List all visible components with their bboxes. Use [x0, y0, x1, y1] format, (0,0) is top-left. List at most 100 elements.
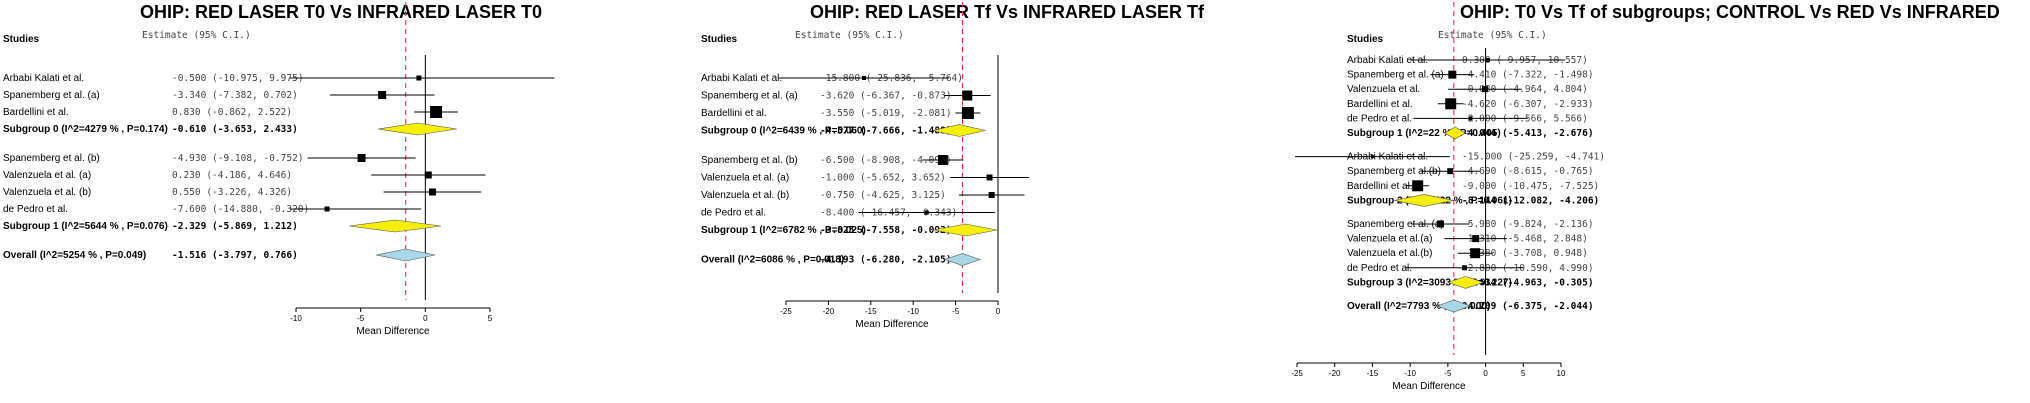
subgroup-label: Subgroup 0 (I^2=4279 % , P=0.174) [3, 124, 168, 135]
estimate-ci-text: 0.550 (-3.226, 4.326) [172, 187, 292, 198]
study-estimate-marker [862, 76, 867, 80]
study-estimate-marker [986, 174, 993, 181]
study-label: Arbabi Kalati et al. [1347, 55, 1428, 66]
estimate-ci-text: -9.000 (-10.475, -7.525) [1462, 181, 1599, 192]
study-label: Valenzuela et al. [1347, 84, 1420, 95]
subgroup-label: Subgroup 1 (I^2=5644 % , P=0.076) [3, 221, 168, 232]
study-estimate-marker [378, 91, 387, 99]
estimate-ci-text: -8.144 (-12.082, -4.206) [1462, 195, 1599, 206]
estimate-ci-text: -2.634 (-4.963, -0.305) [1462, 277, 1594, 288]
x-tick-label: 0 [1483, 369, 1488, 378]
study-estimate-marker [416, 75, 422, 81]
overall-diamond [376, 248, 436, 262]
x-tick-label: 10 [1557, 369, 1566, 378]
estimate-ci-text: -0.080 (-4.964, 4.804) [1462, 84, 1588, 95]
x-tick-label: -25 [780, 307, 792, 316]
study-label: Arbabi Kalati et al. [3, 73, 84, 84]
forest-plot-svg: Studies Estimate (95% C.I.) Arbabi Kalati … [1291, 2, 1605, 392]
study-estimate-marker [1481, 86, 1488, 93]
subgroup-diamond [1394, 194, 1454, 207]
overall-label: Overall (I^2=5254 % , P=0.049) [3, 250, 146, 261]
x-tick-label: 5 [1521, 369, 1526, 378]
estimate-ci-text: -2.800 (-10.590, 4.990) [1462, 263, 1594, 274]
study-estimate-marker [988, 192, 995, 198]
study-label: Arbabi Kalati et al. [701, 73, 782, 84]
subgroup-diamond [1447, 276, 1485, 289]
column-header-studies: Studies [701, 34, 738, 45]
x-tick-label: -5 [357, 314, 365, 323]
estimate-ci-text: -1.380 (-3.708, 0.948) [1462, 248, 1588, 259]
x-tick-label: -15 [865, 307, 877, 316]
estimate-ci-text: 0.230 (-4.186, 4.646) [172, 170, 292, 181]
study-label: Spanemberg et al. (a) [1347, 219, 1444, 230]
study-estimate-marker [324, 206, 330, 212]
estimate-ci-text: -4.930 (-9.108, -0.752) [172, 153, 304, 164]
study-estimate-marker [430, 106, 443, 118]
forest-panel-red-vs-infrared-t0: OHIP: RED LASER T0 Vs INFRARED LASER T0 … [0, 0, 690, 403]
study-estimate-marker [924, 210, 929, 215]
overall-diamond [1436, 299, 1472, 313]
subgroup-diamond [932, 124, 986, 137]
study-estimate-marker [357, 154, 366, 162]
study-estimate-marker [428, 188, 436, 196]
x-tick-label: 5 [488, 314, 493, 323]
study-label: Bardellini et al. [701, 108, 767, 119]
study-label: de Pedro et al. [1347, 113, 1412, 124]
column-header-estimate: Estimate (95% C.I.) [1438, 30, 1547, 41]
x-tick-label: -15 [1367, 369, 1379, 378]
estimate-ci-text: -1.516 (-3.797, 0.766) [172, 250, 298, 261]
study-label: Spanemberg et al. (b) [3, 153, 100, 164]
study-label: Valenzuela et al. (a) [3, 170, 91, 181]
study-label: Spanemberg et al.(b) [1347, 166, 1441, 177]
study-estimate-marker [1470, 248, 1481, 259]
estimate-ci-text: -0.500 (-10.975, 9.975) [172, 73, 304, 84]
study-estimate-marker [1436, 220, 1444, 228]
estimate-ci-text: -3.825 (-7.558, -0.092) [820, 225, 952, 236]
x-axis-label: Mean Difference [1392, 381, 1466, 392]
estimate-ci-text: 0.830 (-0.862, 2.522) [172, 107, 292, 118]
column-header-estimate: Estimate (95% C.I.) [142, 30, 251, 41]
estimate-ci-text: -5.980 (-9.824, -2.136) [1462, 219, 1594, 230]
estimate-ci-text: -3.620 (-6.367, -0.873) [820, 91, 952, 102]
x-tick-label: 0 [996, 307, 1001, 316]
study-label: Spanemberg et al. (a) [3, 90, 100, 101]
study-estimate-marker [424, 171, 432, 179]
study-label: de Pedro et al. [3, 204, 68, 215]
subgroup-label: Subgroup 1 (I^2=6782 % , P=0.025) [701, 225, 866, 236]
chart-title: OHIP: RED LASER T0 Vs INFRARED LASER T0 [140, 2, 543, 22]
x-axis-label: Mean Difference [356, 326, 430, 337]
x-tick-label: 0 [423, 314, 428, 323]
study-label: Bardellini et al. [1347, 181, 1413, 192]
estimate-ci-text: -4.044 (-5.413, -2.676) [1462, 128, 1594, 139]
study-label: Valenzuela et al.(b) [1347, 248, 1432, 259]
study-label: Valenzuela et al.(a) [1347, 234, 1432, 245]
x-axis-label: Mean Difference [855, 319, 929, 330]
study-label: Spanemberg et al. (b) [701, 155, 798, 166]
study-estimate-marker [1485, 58, 1490, 62]
estimate-ci-text: -4.410 (-7.322, -1.498) [1462, 70, 1594, 81]
study-estimate-marker [961, 107, 974, 119]
estimate-ci-text: -3.340 (-7.382, 0.702) [172, 90, 298, 101]
chart-title: OHIP: T0 Vs Tf of subgroups; CONTROL Vs … [1460, 2, 2000, 22]
subgroup-label: Subgroup 0 (I^2=6439 % , P=0.060) [701, 126, 866, 137]
column-header-estimate: Estimate (95% C.I.) [795, 30, 904, 41]
estimate-ci-text: -0.750 (-4.625, 3.125) [820, 190, 946, 201]
study-label: Spanemberg et al. (a) [701, 91, 798, 102]
subgroup-diamond [933, 223, 998, 237]
study-estimate-marker [1448, 70, 1457, 79]
subgroup-label: Subgroup 3 (I^2=3093 % , P=0.227) [1347, 277, 1512, 288]
study-label: Valenzuela et al. (b) [701, 190, 789, 201]
estimate-ci-text: -15.000 (-25.259, -4.741) [1462, 152, 1605, 163]
estimate-ci-text: -2.329 (-5.869, 1.212) [172, 221, 298, 232]
study-label: Valenzuela et al. (a) [701, 173, 789, 184]
forest-panel-subgroups: OHIP: T0 Vs Tf of subgroups; CONTROL Vs … [1291, 0, 2030, 403]
estimate-ci-text: -1.310 (-5.468, 2.848) [1462, 234, 1588, 245]
forest-plot-svg: Studies Estimate (95% C.I.) Arbabi Kalati … [3, 2, 555, 337]
estimate-ci-text: -7.600 (-14.880, -0.320) [172, 204, 309, 215]
study-estimate-marker [937, 155, 948, 165]
estimate-ci-text: -4.193 (-6.280, -2.105) [820, 255, 952, 266]
subgroup-diamond [378, 122, 457, 136]
subgroup-diamond [1444, 126, 1466, 140]
study-estimate-marker [1468, 116, 1473, 121]
x-tick-label: -25 [1291, 369, 1303, 378]
